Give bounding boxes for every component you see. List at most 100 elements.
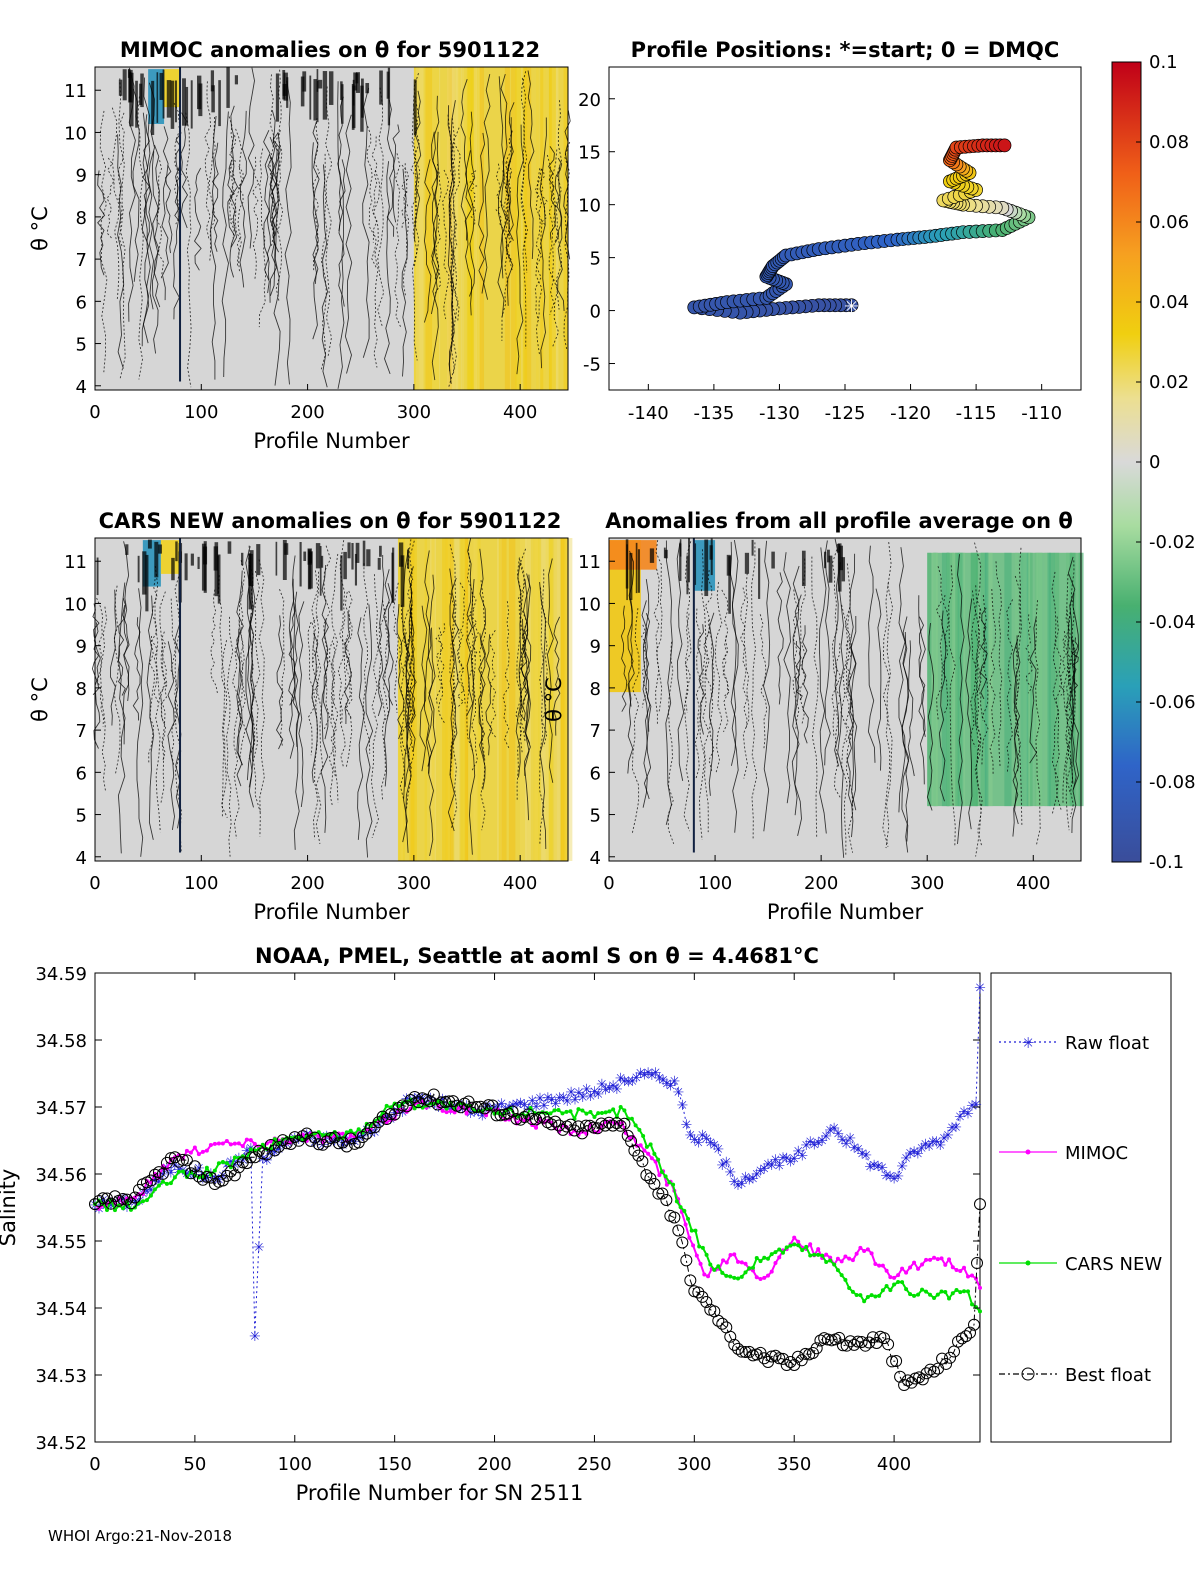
contour-line [1062, 574, 1071, 804]
contour-line [551, 149, 559, 347]
data-point: ✳ [225, 1154, 237, 1170]
data-point [288, 1131, 301, 1144]
data-point: ✳ [696, 1128, 708, 1144]
anomaly-patch-1 [160, 540, 181, 574]
data-point [627, 1135, 632, 1140]
data-point [168, 1181, 173, 1186]
data-point [692, 1286, 705, 1299]
contour-line [339, 612, 347, 768]
contour-cluster [379, 545, 382, 557]
x-tick-label: -110 [1021, 403, 1062, 424]
contour-cluster [318, 79, 323, 89]
x-tick-label: 0 [89, 1454, 100, 1475]
anomaly-streak [515, 67, 522, 390]
data-point [684, 1274, 697, 1287]
data-point [916, 1373, 929, 1386]
x-tick-label: 100 [698, 873, 732, 894]
data-point [869, 1251, 874, 1256]
data-point [928, 1292, 933, 1297]
data-point: ✳ [353, 1130, 365, 1146]
data-point [928, 1257, 933, 1262]
contour-line [382, 569, 391, 787]
data-point: ✳ [812, 1135, 824, 1151]
data-point [739, 1260, 744, 1265]
data-point [556, 1108, 561, 1113]
data-point [340, 1131, 345, 1136]
data-point [128, 1191, 141, 1204]
data-point [164, 1181, 169, 1186]
x-tick-label: 300 [397, 873, 431, 894]
data-point: ✳ [770, 1152, 782, 1168]
y-axis-label: θ °C [28, 206, 52, 251]
data-point: ✳ [615, 1071, 627, 1087]
contour-cluster [398, 542, 404, 567]
contour-line [208, 116, 216, 262]
x-tick-label: 400 [503, 873, 537, 894]
data-point: ✳ [585, 1089, 597, 1105]
data-point [795, 1354, 808, 1367]
y-tick-label: 34.53 [35, 1366, 87, 1387]
contour-line [269, 136, 278, 303]
data-point: ✳ [708, 1138, 720, 1154]
contour-cluster [309, 75, 312, 120]
contour-line [1070, 560, 1077, 724]
data-point [892, 1282, 897, 1287]
legend-marker [1025, 1149, 1031, 1155]
contour-line [740, 587, 748, 729]
data-point [648, 1142, 653, 1147]
contour-line [831, 549, 838, 738]
data-point [680, 1254, 693, 1267]
contour-line [434, 163, 442, 295]
colorbar-tick-label: 0 [1149, 452, 1160, 473]
contour-cluster [386, 71, 390, 99]
data-point [691, 1243, 696, 1248]
contour-cluster [129, 72, 134, 127]
contour-line [957, 554, 965, 844]
data-point [657, 1173, 662, 1178]
contour-cluster [197, 556, 200, 570]
anomaly-streak [446, 67, 455, 390]
legend-marker [1025, 1260, 1031, 1266]
data-point: ✳ [884, 1169, 896, 1185]
contour-cluster [355, 542, 360, 563]
contour-line [371, 136, 378, 269]
data-point [284, 1138, 297, 1151]
contour-line [273, 132, 281, 386]
y-tick-label: 34.55 [35, 1232, 87, 1253]
y-tick-label: 6 [76, 763, 87, 784]
contour-line [159, 642, 167, 761]
data-point [728, 1253, 733, 1258]
data-point [796, 1239, 801, 1244]
anomaly-streak [473, 67, 481, 390]
contour-line [776, 572, 784, 705]
data-point [580, 1108, 585, 1113]
contour-line [311, 570, 319, 840]
contour-line [377, 87, 385, 327]
data-point [252, 1144, 265, 1157]
x-tick-label: 200 [477, 1454, 511, 1475]
data-point: ✳ [773, 1158, 785, 1174]
data-point [678, 1205, 683, 1210]
data-point: ✳ [970, 1098, 982, 1114]
contour-line [323, 545, 331, 730]
data-point: ✳ [892, 1169, 904, 1185]
anomaly-streak [446, 538, 451, 861]
data-point: ✳ [253, 1240, 265, 1256]
data-point [156, 1183, 161, 1188]
data-point [928, 1365, 941, 1378]
y-tick-label: 6 [590, 763, 601, 784]
data-point: ✳ [747, 1171, 759, 1187]
data-point: ✳ [273, 1142, 285, 1158]
anomaly-streak [442, 538, 448, 861]
data-point [439, 1096, 452, 1109]
contour-line [523, 573, 532, 776]
data-point [888, 1288, 893, 1293]
data-point: ✳ [397, 1105, 409, 1121]
contour-cluster [823, 551, 827, 569]
data-point [220, 1160, 225, 1165]
data-point [384, 1108, 397, 1121]
data-point [884, 1284, 889, 1289]
contour-line [980, 607, 988, 700]
contour-line [226, 616, 234, 857]
data-point: ✳ [650, 1065, 662, 1081]
